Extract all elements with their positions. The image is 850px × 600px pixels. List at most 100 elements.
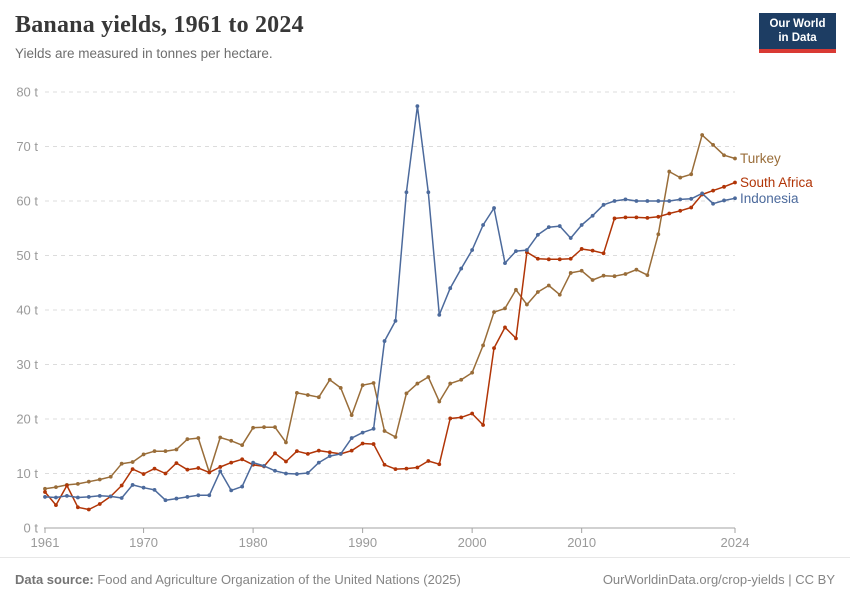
- data-point-turkey-1990: [360, 383, 365, 388]
- data-point-south-africa-1969: [130, 467, 135, 472]
- data-point-indonesia-2010: [579, 223, 584, 227]
- data-point-indonesia-2020: [689, 196, 694, 201]
- data-point-south-africa-1974: [185, 467, 190, 472]
- data-point-south-africa-2019: [678, 208, 683, 213]
- y-tick-label-70: 70 t: [16, 139, 38, 154]
- data-point-turkey-2022: [711, 142, 715, 147]
- data-point-south-africa-2001: [481, 423, 485, 427]
- data-point-turkey-1975: [196, 436, 201, 440]
- data-point-indonesia-2024: [733, 196, 737, 201]
- data-point-turkey-1983: [284, 440, 288, 445]
- owid-link[interactable]: OurWorldinData.org/crop-yields: [602, 571, 785, 587]
- data-point-turkey-1991: [371, 381, 376, 385]
- data-point-indonesia-1979: [240, 484, 245, 489]
- data-point-indonesia-2002: [492, 206, 496, 210]
- data-point-indonesia-2016: [645, 199, 650, 203]
- data-point-south-africa-1982: [273, 451, 277, 456]
- data-point-indonesia-2015: [634, 199, 639, 203]
- data-point-south-africa-2022: [711, 188, 715, 193]
- data-point-south-africa-2007: [546, 257, 551, 262]
- data-point-indonesia-2012: [601, 202, 606, 207]
- data-point-indonesia-1984: [295, 472, 299, 476]
- data-point-turkey-2006: [535, 290, 540, 294]
- series-label-south-africa[interactable]: South Africa: [740, 175, 813, 190]
- data-point-indonesia-1975: [196, 493, 201, 498]
- data-point-indonesia-1968: [119, 496, 124, 500]
- x-tick-label-1970: 1970: [129, 535, 158, 550]
- series-line-turkey: [44, 134, 736, 490]
- data-point-turkey-1973: [174, 447, 179, 452]
- data-point-turkey-1968: [119, 461, 124, 466]
- data-point-south-africa-2012: [601, 251, 606, 256]
- x-tick-label-1990: 1990: [348, 535, 377, 550]
- series-label-turkey[interactable]: Turkey: [740, 151, 781, 166]
- data-point-indonesia-1969: [130, 483, 135, 487]
- data-point-south-africa-2020: [689, 205, 694, 210]
- data-point-turkey-1967: [108, 474, 113, 479]
- data-point-indonesia-1995: [415, 104, 420, 109]
- data-point-indonesia-1983: [284, 471, 288, 476]
- data-point-south-africa-1977: [218, 465, 223, 469]
- data-source-label: Data source:: [15, 571, 94, 587]
- data-point-turkey-2017: [656, 232, 661, 237]
- data-point-south-africa-1961: [43, 490, 47, 494]
- data-point-turkey-2009: [568, 271, 573, 275]
- data-point-turkey-1984: [295, 390, 299, 395]
- data-point-south-africa-2002: [492, 346, 496, 351]
- x-tick-label-2024: 2024: [721, 535, 750, 550]
- data-point-indonesia-1961: [43, 495, 47, 499]
- data-point-south-africa-2024: [733, 180, 737, 185]
- data-point-south-africa-1998: [448, 416, 453, 421]
- data-point-indonesia-1990: [360, 430, 365, 435]
- data-point-south-africa-1990: [360, 441, 365, 446]
- data-point-turkey-2001: [481, 343, 485, 348]
- y-tick-label-30: 30 t: [16, 357, 38, 372]
- data-point-indonesia-1985: [305, 471, 310, 475]
- data-point-turkey-2016: [645, 273, 650, 278]
- data-point-indonesia-1997: [437, 313, 442, 317]
- data-point-turkey-1981: [262, 425, 266, 430]
- data-point-indonesia-2013: [612, 199, 617, 203]
- data-point-indonesia-1977: [218, 469, 223, 474]
- data-point-turkey-1966: [97, 477, 102, 482]
- data-point-turkey-1980: [251, 425, 255, 430]
- data-point-indonesia-2014: [623, 197, 628, 202]
- data-point-turkey-1978: [229, 438, 234, 443]
- x-tick-label-1980: 1980: [239, 535, 268, 550]
- data-point-turkey-2002: [492, 310, 496, 315]
- data-point-indonesia-2007: [546, 225, 551, 230]
- data-point-south-africa-1999: [459, 415, 464, 420]
- x-tick-label-2010: 2010: [567, 535, 596, 550]
- x-tick-label-2000: 2000: [458, 535, 487, 550]
- data-point-turkey-1989: [349, 413, 354, 418]
- data-point-indonesia-1963: [65, 493, 69, 498]
- series-label-indonesia[interactable]: Indonesia: [740, 191, 799, 206]
- data-point-south-africa-2000: [470, 411, 475, 416]
- data-point-south-africa-1997: [437, 462, 442, 467]
- data-point-indonesia-2021: [700, 191, 705, 196]
- data-point-indonesia-1998: [448, 286, 453, 291]
- data-point-indonesia-2001: [481, 223, 485, 227]
- y-tick-label-60: 60 t: [16, 194, 38, 209]
- data-point-south-africa-1987: [327, 450, 332, 455]
- data-point-turkey-2004: [514, 287, 518, 292]
- data-point-turkey-2013: [612, 274, 617, 279]
- data-point-indonesia-1993: [393, 319, 398, 323]
- chart-subtitle: Yields are measured in tonnes per hectar…: [15, 46, 273, 61]
- y-tick-label-10: 10 t: [16, 466, 38, 481]
- data-point-indonesia-1974: [185, 495, 190, 499]
- data-point-turkey-1986: [316, 395, 321, 400]
- page-title: Banana yields, 1961 to 2024: [15, 12, 304, 38]
- data-point-south-africa-2013: [612, 216, 617, 221]
- data-point-indonesia-2019: [678, 197, 683, 202]
- data-point-south-africa-1996: [426, 459, 431, 463]
- data-source-text: Food and Agriculture Organization of the…: [93, 571, 461, 587]
- owid-logo: Our World in Data: [759, 13, 836, 53]
- data-point-turkey-2008: [557, 292, 562, 297]
- data-point-south-africa-1985: [305, 451, 310, 456]
- data-point-south-africa-1989: [349, 448, 354, 453]
- data-point-indonesia-1971: [152, 487, 157, 492]
- data-point-indonesia-1970: [141, 485, 146, 490]
